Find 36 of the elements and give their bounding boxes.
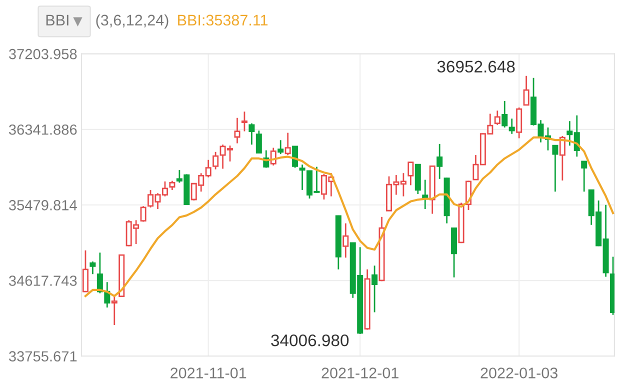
x-tick-label: 2021-11-01 <box>170 368 246 378</box>
candlestick <box>111 294 118 326</box>
candlestick <box>523 75 530 106</box>
candlestick <box>372 264 378 313</box>
annotation: 36952.648 <box>437 60 515 73</box>
text: BBI:35387.11 <box>178 14 268 26</box>
y-tick-label: 35479.814 <box>8 200 77 210</box>
candlestick <box>234 117 240 144</box>
y-tick-label: 37203.958 <box>8 48 77 60</box>
x-tick-label: 2021-12-01 <box>322 368 398 378</box>
chart-title: BBI <box>46 14 68 26</box>
candlestick <box>278 139 284 155</box>
candlestick <box>82 250 88 292</box>
x-tick-label: 2022-01-03 <box>480 368 558 378</box>
y-tick-label: 34617.743 <box>8 276 77 286</box>
candlestick <box>140 205 146 222</box>
y-tick-label: 33755.671 <box>8 351 77 362</box>
candlestick <box>256 130 262 154</box>
candlestick <box>408 161 414 186</box>
candlestick <box>212 151 219 170</box>
y-tick-label: 36341.886 <box>8 124 77 135</box>
candlestick <box>284 132 291 156</box>
candlestick <box>502 100 508 128</box>
candlestick <box>241 110 248 132</box>
candlestick <box>516 106 522 139</box>
candlestick <box>342 222 349 258</box>
chart-subtitle: (3,6,12,24) <box>96 14 168 29</box>
candlestick <box>169 180 176 191</box>
candlestick <box>494 110 500 126</box>
candlestick <box>436 143 443 180</box>
candlestick <box>90 260 96 275</box>
candlestick <box>248 122 255 146</box>
candlestick <box>508 118 515 135</box>
candlestick <box>581 160 588 192</box>
candlestick <box>552 144 558 192</box>
annotation: 34006.980 <box>271 334 349 346</box>
